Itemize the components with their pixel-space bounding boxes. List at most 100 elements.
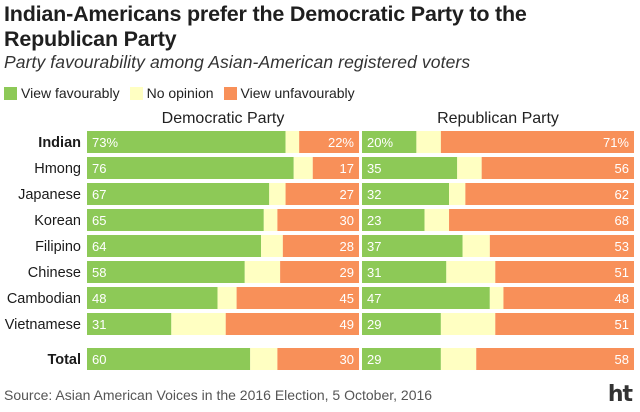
value-label-favourable-democratic-filipino: 64 [92, 239, 106, 254]
category-label-korean: Korean [34, 213, 81, 229]
value-label-unfavourable-republican-total: 58 [615, 352, 629, 367]
bar-unfavourable-republican-korean [449, 209, 634, 231]
value-label-favourable-republican-cambodian: 47 [367, 291, 381, 306]
bar-favourable-democratic-indian [87, 131, 286, 153]
category-label-chinese: Chinese [28, 265, 81, 281]
value-label-unfavourable-republican-cambodian: 48 [615, 291, 629, 306]
bar-unfavourable-democratic-korean [277, 209, 359, 231]
value-label-favourable-republican-total: 29 [367, 352, 381, 367]
bar-favourable-democratic-korean [87, 209, 264, 231]
value-label-unfavourable-democratic-cambodian: 45 [340, 291, 354, 306]
bar-no-opinion-democratic-cambodian [217, 287, 237, 309]
panel-title-democratic: Democratic Party [161, 110, 285, 127]
value-label-favourable-republican-japanese: 32 [367, 187, 381, 202]
bar-no-opinion-republican-filipino [462, 235, 490, 257]
legend-label-favourable: View favourably [21, 85, 120, 101]
bar-favourable-democratic-filipino [87, 235, 262, 257]
bar-favourable-democratic-japanese [87, 183, 270, 205]
bar-favourable-republican-vietnamese [362, 313, 441, 335]
bar-unfavourable-republican-total [476, 348, 634, 370]
bar-unfavourable-democratic-indian [299, 131, 359, 153]
value-label-unfavourable-republican-korean: 68 [615, 213, 629, 228]
value-label-favourable-republican-korean: 23 [367, 213, 381, 228]
bar-no-opinion-democratic-korean [263, 209, 278, 231]
bar-no-opinion-republican-vietnamese [440, 313, 496, 335]
bar-unfavourable-democratic-filipino [282, 235, 359, 257]
bar-favourable-democratic-cambodian [87, 287, 218, 309]
value-label-unfavourable-republican-japanese: 62 [615, 187, 629, 202]
value-label-favourable-democratic-vietnamese: 31 [92, 317, 106, 332]
value-label-favourable-democratic-cambodian: 48 [92, 291, 106, 306]
bar-no-opinion-democratic-filipino [261, 235, 283, 257]
value-label-unfavourable-democratic-chinese: 29 [340, 265, 354, 280]
legend-item-no-opinion: No opinion [129, 85, 214, 101]
bar-favourable-republican-indian [362, 131, 417, 153]
value-label-favourable-democratic-hmong: 76 [92, 161, 106, 176]
value-label-unfavourable-democratic-hmong: 17 [340, 161, 354, 176]
bar-no-opinion-democratic-indian [285, 131, 300, 153]
value-label-unfavourable-democratic-indian: 22% [328, 135, 354, 150]
value-label-favourable-democratic-chinese: 58 [92, 265, 106, 280]
legend-item-unfavourable: View unfavourably [223, 85, 355, 101]
value-label-unfavourable-republican-chinese: 51 [615, 265, 629, 280]
value-label-favourable-republican-indian: 20% [367, 135, 393, 150]
value-label-unfavourable-republican-filipino: 53 [615, 239, 629, 254]
bar-favourable-democratic-chinese [87, 261, 245, 283]
panel-title-republican: Republican Party [437, 110, 559, 127]
value-label-favourable-republican-hmong: 35 [367, 161, 381, 176]
value-label-favourable-republican-filipino: 37 [367, 239, 381, 254]
bar-unfavourable-democratic-hmong [312, 157, 359, 179]
bar-unfavourable-republican-chinese [495, 261, 634, 283]
bar-no-opinion-republican-chinese [446, 261, 496, 283]
bar-no-opinion-democratic-hmong [293, 157, 313, 179]
bar-unfavourable-democratic-japanese [285, 183, 359, 205]
legend: View favourably No opinion View unfavour… [4, 84, 365, 102]
bar-favourable-republican-cambodian [362, 287, 490, 309]
bar-unfavourable-republican-hmong [481, 157, 634, 179]
bar-no-opinion-republican-japanese [449, 183, 466, 205]
bar-no-opinion-democratic-total [250, 348, 278, 370]
value-label-unfavourable-democratic-vietnamese: 49 [340, 317, 354, 332]
legend-label-unfavourable: View unfavourably [240, 85, 355, 101]
value-label-unfavourable-democratic-total: 30 [340, 352, 354, 367]
legend-label-no-opinion: No opinion [146, 85, 214, 101]
chart-title: Indian-Americans prefer the Democratic P… [4, 2, 527, 51]
bar-unfavourable-republican-indian [440, 131, 634, 153]
category-label-hmong: Hmong [34, 161, 81, 177]
value-label-unfavourable-democratic-filipino: 28 [340, 239, 354, 254]
bar-no-opinion-republican-total [440, 348, 477, 370]
value-label-favourable-democratic-total: 60 [92, 352, 106, 367]
bar-unfavourable-republican-cambodian [503, 287, 634, 309]
category-label-indian: Indian [38, 135, 81, 151]
legend-swatch-unfavourable [223, 86, 237, 100]
chart-subtitle: Party favourability among Asian-American… [4, 52, 471, 72]
bar-favourable-republican-total [362, 348, 441, 370]
bar-no-opinion-republican-hmong [457, 157, 482, 179]
value-label-unfavourable-republican-vietnamese: 51 [615, 317, 629, 332]
category-label-total: Total [47, 352, 81, 368]
value-label-favourable-democratic-japanese: 67 [92, 187, 106, 202]
category-label-cambodian: Cambodian [7, 291, 81, 307]
bar-no-opinion-democratic-japanese [269, 183, 286, 205]
source-note: Source: Asian American Voices in the 201… [4, 387, 433, 403]
bar-no-opinion-republican-indian [416, 131, 441, 153]
bar-favourable-republican-korean [362, 209, 425, 231]
value-label-unfavourable-republican-hmong: 56 [615, 161, 629, 176]
bar-unfavourable-democratic-vietnamese [225, 313, 359, 335]
category-label-filipino: Filipino [35, 239, 81, 255]
bar-favourable-republican-japanese [362, 183, 450, 205]
bar-unfavourable-republican-filipino [489, 235, 634, 257]
value-label-favourable-democratic-korean: 65 [92, 213, 106, 228]
value-label-unfavourable-democratic-korean: 30 [340, 213, 354, 228]
legend-item-favourable: View favourably [4, 85, 120, 101]
bar-favourable-democratic-vietnamese [87, 313, 172, 335]
ht-logo: ht [607, 382, 633, 407]
legend-swatch-no-opinion [129, 86, 143, 100]
bar-favourable-democratic-total [87, 348, 251, 370]
bar-unfavourable-democratic-total [277, 348, 359, 370]
bar-favourable-republican-filipino [362, 235, 463, 257]
value-label-favourable-republican-vietnamese: 29 [367, 317, 381, 332]
bar-no-opinion-republican-cambodian [489, 287, 504, 309]
bar-favourable-republican-hmong [362, 157, 458, 179]
